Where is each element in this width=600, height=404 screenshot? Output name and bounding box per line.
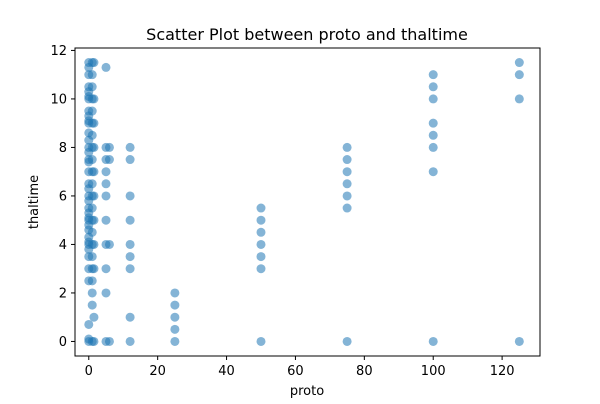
scatter-point [342, 179, 352, 189]
scatter-point [101, 179, 111, 189]
scatter-point [89, 142, 99, 152]
scatter-point [87, 82, 97, 92]
scatter-point [170, 324, 180, 334]
y-tick-label: 4 [59, 238, 67, 253]
scatter-point [342, 167, 352, 177]
x-axis: 0 20 40 60 80 100 120 [85, 356, 515, 379]
scatter-point [104, 336, 114, 346]
scatter-point [514, 70, 524, 80]
x-tick-label: 100 [421, 364, 446, 379]
y-tick-label: 12 [50, 44, 67, 59]
scatter-point [256, 215, 266, 225]
scatter-point [87, 203, 97, 213]
scatter-point [87, 130, 97, 140]
scatter-point [342, 155, 352, 165]
scatter-point [256, 336, 266, 346]
scatter-point [101, 288, 111, 298]
scatter-point [170, 312, 180, 322]
scatter-point [104, 142, 114, 152]
x-tick-label: 60 [287, 364, 304, 379]
scatter-point [125, 142, 135, 152]
scatter-point [101, 191, 111, 201]
x-tick-label: 120 [490, 364, 515, 379]
y-tick-label: 6 [59, 189, 67, 204]
x-tick-label: 20 [149, 364, 166, 379]
scatter-point [256, 227, 266, 237]
scatter-point [87, 252, 97, 262]
scatter-point [342, 191, 352, 201]
scatter-point [170, 288, 180, 298]
scatter-point [89, 239, 99, 249]
scatter-point [256, 264, 266, 274]
scatter-point [428, 82, 438, 92]
scatter-point [428, 94, 438, 104]
scatter-point [170, 336, 180, 346]
scatter-point [125, 264, 135, 274]
scatter-point [125, 191, 135, 201]
scatter-point [89, 264, 99, 274]
y-tick-label: 2 [59, 286, 67, 301]
y-axis: 0 2 4 6 8 10 12 [50, 44, 75, 350]
x-tick-label: 0 [85, 364, 93, 379]
scatter-point [87, 70, 97, 80]
scatter-point [89, 118, 99, 128]
scatter-point [342, 203, 352, 213]
scatter-point [89, 312, 99, 322]
scatter-point [170, 300, 180, 310]
scatter-point [428, 336, 438, 346]
scatter-point [87, 155, 97, 165]
scatter-point [125, 215, 135, 225]
scatter-point [87, 106, 97, 116]
scatter-point [514, 94, 524, 104]
scatter-point [125, 155, 135, 165]
scatter-point [428, 130, 438, 140]
scatter-point [256, 252, 266, 262]
x-tick-label: 40 [218, 364, 235, 379]
scatter-point [87, 227, 97, 237]
y-tick-label: 0 [59, 335, 67, 350]
scatter-point [428, 118, 438, 128]
scatter-point [101, 264, 111, 274]
scatter-point [89, 191, 99, 201]
scatter-point [87, 288, 97, 298]
x-axis-label: proto [290, 384, 324, 399]
scatter-point [87, 179, 97, 189]
scatter-point [125, 312, 135, 322]
scatter-point [125, 239, 135, 249]
scatter-point [101, 167, 111, 177]
scatter-point [342, 336, 352, 346]
scatter-point [514, 58, 524, 68]
scatter-point [89, 336, 99, 346]
scatter-point [125, 252, 135, 262]
scatter-point [101, 215, 111, 225]
chart-title: Scatter Plot between proto and thaltime [146, 25, 468, 44]
scatter-point [256, 239, 266, 249]
scatter-point [87, 300, 97, 310]
scatter-point [89, 58, 99, 68]
scatter-point [104, 239, 114, 249]
y-tick-label: 8 [59, 141, 67, 156]
scatter-point [428, 142, 438, 152]
plot-frame [74, 47, 541, 357]
scatter-point [84, 319, 94, 329]
y-axis-label: thaltime [27, 175, 42, 229]
x-tick-label: 80 [356, 364, 373, 379]
scatter-point [514, 336, 524, 346]
points-layer [84, 58, 524, 346]
y-tick-label: 10 [50, 92, 67, 107]
scatter-point [89, 167, 99, 177]
scatter-point [428, 167, 438, 177]
scatter-point [125, 336, 135, 346]
scatter-point [256, 203, 266, 213]
scatter-point [342, 142, 352, 152]
scatter-point [87, 276, 97, 286]
scatter-point [104, 155, 114, 165]
scatter-point [89, 215, 99, 225]
scatter-point [101, 62, 111, 72]
scatter-point [89, 94, 99, 104]
scatter-point [428, 70, 438, 80]
